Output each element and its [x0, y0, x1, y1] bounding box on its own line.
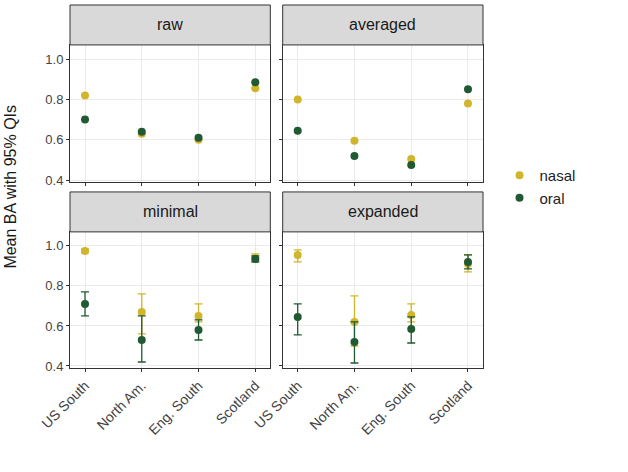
svg-text:Scotland: Scotland: [425, 378, 475, 428]
svg-text:North Am.: North Am.: [94, 378, 149, 433]
svg-text:raw: raw: [157, 16, 183, 33]
svg-text:averaged: averaged: [349, 16, 416, 33]
svg-text:minimal: minimal: [143, 203, 198, 220]
svg-text:Eng. South: Eng. South: [358, 378, 418, 438]
svg-text:nasal: nasal: [540, 167, 576, 184]
svg-text:0.8: 0.8: [45, 278, 63, 293]
svg-text:US South: US South: [38, 378, 92, 432]
svg-text:0.4: 0.4: [45, 359, 63, 374]
svg-text:expanded: expanded: [348, 203, 418, 220]
svg-text:oral: oral: [540, 190, 565, 207]
svg-text:Eng. South: Eng. South: [145, 378, 205, 438]
svg-text:North Am.: North Am.: [306, 378, 361, 433]
svg-text:1.0: 1.0: [45, 238, 63, 253]
svg-text:0.8: 0.8: [45, 92, 63, 107]
svg-text:0.6: 0.6: [45, 132, 63, 147]
svg-text:Mean BA with 95% QIs: Mean BA with 95% QIs: [2, 105, 19, 269]
svg-text:US South: US South: [251, 378, 305, 432]
svg-text:1.0: 1.0: [45, 52, 63, 67]
svg-text:0.4: 0.4: [45, 173, 63, 188]
svg-text:Scotland: Scotland: [213, 378, 263, 428]
svg-text:0.6: 0.6: [45, 319, 63, 334]
